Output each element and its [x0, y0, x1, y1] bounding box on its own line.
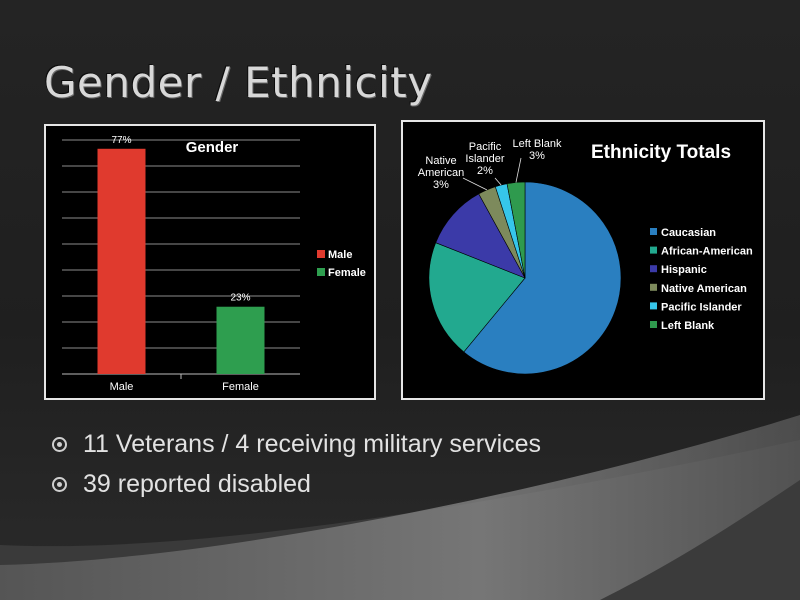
legend-swatch	[650, 246, 657, 254]
legend-label: Pacific Islander	[661, 301, 742, 313]
pie-callout-label: Native	[425, 155, 456, 167]
pie-callout-label: 3%	[433, 179, 449, 191]
legend-label: Male	[328, 249, 352, 261]
gender-chart-panel: 77% Male 23% Female Gender Male Female	[44, 124, 376, 400]
pie-callout-label: 2%	[477, 165, 493, 177]
bar-female	[216, 306, 265, 374]
pie-slice-hispanic	[435, 193, 526, 279]
callout-leader-line	[515, 157, 522, 183]
bullet-text: 39 reported disabled	[83, 469, 311, 498]
callout-leader-line	[494, 177, 502, 186]
bullet-list: 11 Veterans / 4 receiving military servi…	[52, 424, 541, 504]
legend-swatch	[650, 321, 657, 328]
legend-label: African-American	[661, 246, 753, 258]
x-tick-label: Female	[222, 381, 259, 393]
gender-chart-title: Gender	[186, 139, 239, 156]
pie-callout-label: Islander	[465, 153, 504, 165]
legend-swatch	[317, 268, 325, 276]
pie-slice-african-american	[428, 242, 526, 353]
circle-bullet-icon	[52, 436, 67, 452]
legend-swatch	[650, 283, 657, 291]
bullet-text: 11 Veterans / 4 receiving military servi…	[83, 429, 542, 458]
bar-data-label: 23%	[230, 293, 250, 304]
pie-callout-label: Left Blank	[513, 138, 562, 150]
legend-swatch	[650, 302, 657, 310]
bullet-item: 11 Veterans / 4 receiving military servi…	[52, 424, 541, 464]
legend-label: Hispanic	[661, 264, 707, 276]
x-tick-label: Male	[110, 381, 134, 393]
legend-swatch	[650, 265, 657, 273]
pie-slice-caucasian	[463, 181, 622, 375]
slide-title: Gender / Ethnicity	[44, 58, 433, 107]
bullet-item: 39 reported disabled	[52, 464, 541, 504]
legend-label: Caucasian	[661, 227, 716, 239]
legend-swatch	[650, 228, 657, 235]
circle-bullet-icon	[52, 476, 67, 492]
legend-label: Native American	[661, 283, 747, 295]
ethnicity-pie-chart: Ethnicity TotalsNativeAmerican3%PacificI…	[418, 138, 753, 375]
callout-leader-line	[462, 177, 488, 191]
ethnicity-chart-panel: Ethnicity Totals Native American 3% Pacific I…	[401, 120, 765, 400]
pie-callout-label: American	[418, 167, 464, 179]
pie-callout-label: 3%	[529, 150, 545, 162]
legend-label: Left Blank	[661, 320, 715, 332]
pie-callout-label: Pacific	[469, 141, 502, 153]
legend-swatch	[317, 250, 325, 258]
bar-male	[97, 148, 146, 374]
bar-data-label: 77%	[111, 135, 131, 146]
legend-label: Female	[328, 267, 366, 279]
pie-slice-left-blank	[506, 181, 526, 279]
ethnicity-chart-title: Ethnicity Totals	[591, 142, 731, 163]
gender-bar-chart: 77% Male 23% Female Gender Male Female	[62, 135, 366, 393]
